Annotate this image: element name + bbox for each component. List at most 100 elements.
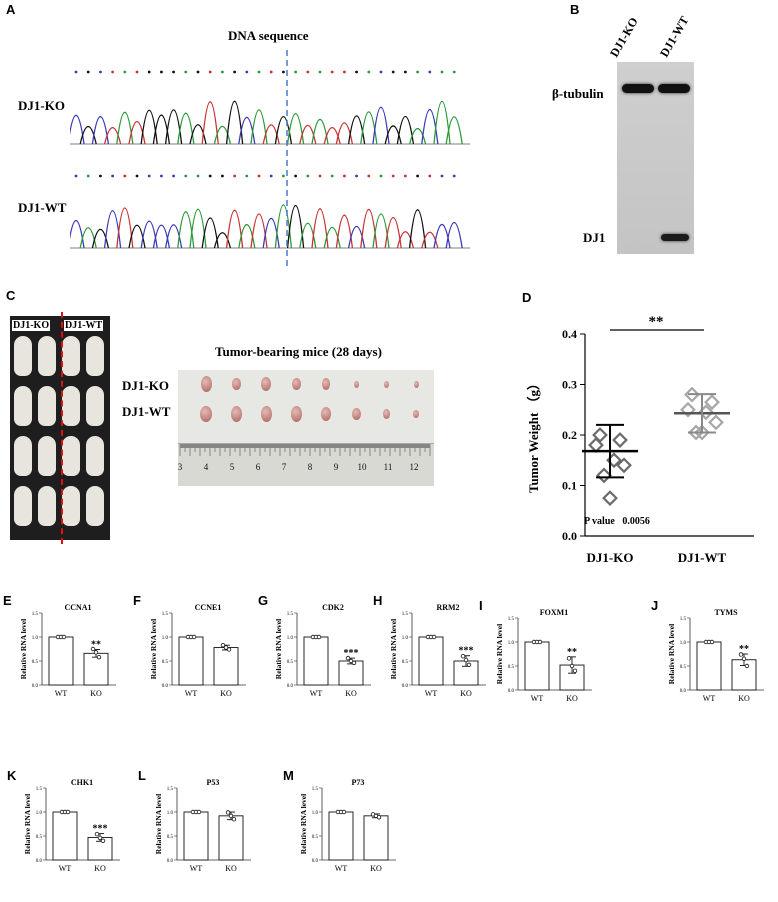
chart-title: CDK2 — [322, 603, 344, 612]
y-tick-label: 1.0 — [680, 641, 687, 646]
data-point — [225, 810, 231, 815]
mouse — [38, 486, 56, 526]
chart-title: CCNA1 — [64, 603, 91, 612]
data-point — [466, 662, 472, 668]
data-point — [61, 634, 67, 640]
tumor — [230, 406, 242, 422]
panel-a-row-wt: DJ1-WT — [18, 200, 67, 215]
bar — [338, 660, 364, 686]
band-tubulin-ko — [622, 84, 654, 93]
panel-label-f: F — [133, 593, 141, 608]
bar — [363, 815, 389, 861]
mice-photo: DJ1-KO DJ1-WT — [10, 312, 110, 544]
y-tick-label: 0.2 — [562, 428, 577, 442]
mouse — [38, 436, 56, 476]
bar-chart-foxm1: FOXM1 0.0 0.5 1.0 1.5 Relative RNA level WT KO *… — [495, 608, 592, 703]
data-point — [191, 634, 197, 640]
data-point — [596, 467, 612, 484]
y-tick-label: 0.0 — [287, 684, 294, 689]
p-value-label: P value 0.0056 — [584, 516, 650, 527]
data-point — [93, 650, 99, 655]
mouse — [62, 386, 80, 426]
bar — [418, 636, 444, 686]
ruler-tick-label: 3 — [178, 462, 183, 472]
y-tick-label: 0.1 — [562, 479, 577, 493]
x-tick-label: WT — [185, 689, 198, 698]
y-tick-label: 0.5 — [312, 835, 319, 840]
chart-title: P73 — [352, 778, 365, 787]
data-point — [345, 655, 351, 661]
chart-title: RRM2 — [436, 603, 459, 612]
bar-chart-ccne1: CCNE1 0.0 0.5 1.0 1.5 Relative RNA level WT KO — [149, 603, 246, 698]
data-point — [223, 645, 229, 650]
tumor — [351, 407, 361, 421]
panel-label-a: A — [6, 2, 16, 17]
data-point — [231, 817, 237, 822]
ruler-tick-label: 11 — [384, 462, 393, 472]
data-point — [612, 432, 628, 448]
data-point — [351, 660, 357, 666]
y-tick-label: 0.0 — [162, 684, 169, 689]
chromatogram-wt-trace — [70, 174, 470, 249]
panel-label-e: E — [3, 593, 12, 608]
y-tick-label: 0.4 — [562, 327, 577, 341]
x-tick-label: KO — [460, 689, 472, 698]
y-tick-label: 0.5 — [680, 665, 687, 670]
chart-title: FOXM1 — [540, 608, 568, 617]
y-tick-label: 0.0 — [167, 859, 174, 864]
band-label-tubulin: β-tubulin — [552, 86, 604, 101]
x-tick-label: KO — [225, 864, 237, 873]
tumor — [322, 378, 330, 390]
panel-label-h: H — [373, 593, 383, 608]
data-point — [96, 654, 102, 660]
panel-label-k: K — [7, 768, 17, 783]
y-tick-label: 0.5 — [36, 835, 43, 840]
ruler-tick-label: 7 — [282, 462, 287, 472]
data-point — [694, 424, 710, 441]
y-tick-label: 0.3 — [562, 378, 577, 392]
data-point — [684, 386, 700, 403]
mouse — [38, 336, 56, 376]
mice-label-wt: DJ1-WT — [64, 320, 104, 331]
bar-chart-chk1: CHK1 0.0 0.5 1.0 1.5 Relative RNA level WT KO **… — [23, 778, 120, 873]
mouse — [14, 436, 32, 476]
data-point — [709, 639, 715, 645]
panel-label-d: D — [522, 290, 532, 305]
mice-divider — [61, 312, 63, 544]
bar-chart-rrm2: RRM2 0.0 0.5 1.0 1.5 Relative RNA level WT KO **… — [389, 603, 486, 698]
mouse — [38, 386, 56, 426]
y-tick-label: 0.0 — [562, 529, 577, 543]
y-tick-label: 1.0 — [312, 811, 319, 816]
panel-label-m: M — [283, 768, 294, 783]
data-point — [196, 809, 202, 815]
y-tick-label: 0.5 — [167, 835, 174, 840]
tumor — [200, 376, 212, 392]
y-axis-label: Relative RNA level — [299, 794, 308, 854]
significance-marker: *** — [344, 648, 359, 659]
x-tick-label: KO — [566, 694, 578, 703]
tumor — [382, 409, 390, 419]
panel-label-j: J — [651, 598, 659, 613]
y-axis-label: Relative RNA level — [667, 624, 676, 684]
bar-chart-p53: P53 0.0 0.5 1.0 1.5 Relative RNA level WT KO — [154, 778, 251, 873]
data-point — [97, 835, 103, 841]
x-tick-label: DJ1-WT — [678, 550, 727, 565]
x-tick-label: WT — [531, 694, 544, 703]
y-tick-label: 1.0 — [36, 811, 43, 816]
x-tick-label: KO — [220, 689, 232, 698]
panel-label-g: G — [258, 593, 269, 608]
y-axis-label: Relative RNA level — [19, 619, 28, 679]
ruler-tick-label: 8 — [308, 462, 313, 472]
y-tick-label: 1.5 — [162, 612, 169, 617]
data-point — [463, 657, 469, 663]
y-tick-label: 1.0 — [508, 641, 515, 646]
bar — [48, 636, 74, 686]
mouse — [14, 486, 32, 526]
tumor-row-wt: DJ1-WT — [122, 404, 171, 419]
mouse — [14, 386, 32, 426]
x-tick-label: KO — [738, 694, 750, 703]
data-point — [616, 457, 632, 474]
data-point — [376, 815, 382, 820]
tumor-weight-chart: 0.0 0.1 0.2 0.3 0.4 Tumor Weight （g） DJ1-KO DJ1… — [526, 314, 754, 565]
y-tick-label: 1.0 — [287, 636, 294, 641]
